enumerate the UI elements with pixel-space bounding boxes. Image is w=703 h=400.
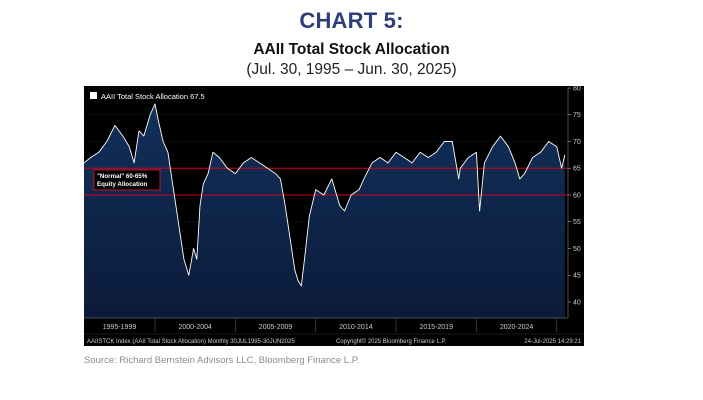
y-tick-label-40: 40 [573,299,581,306]
annotation-line-2: Equity Allocation [97,181,148,188]
x-period-label: 2005-2009 [259,324,293,331]
annotation-box [93,169,161,191]
x-period-label: 2015-2019 [419,324,453,331]
y-tick-label-65: 65 [573,166,581,173]
chart-title: CHART 5: [299,8,404,33]
y-tick-label-50: 50 [573,246,581,253]
series-area [84,104,565,318]
x-period-label: 2020-2024 [500,324,534,331]
chart-panel: 40 45 50 55 60 65 70 75 80 1995-1999 2000-2004 200… [84,86,584,346]
footer-center: Copyright© 2025 Bloomberg Finance L.P. [336,338,447,345]
y-tick-label-45: 45 [573,273,581,280]
footer-left: AAIISTCK Index (AAII Total Stock Allocat… [87,339,295,345]
chart-svg: 40 45 50 55 60 65 70 75 80 1995-1999 2000-2004 200… [84,86,584,346]
y-tick-label-80: 80 [573,86,581,93]
x-period-label: 1995-1999 [103,324,137,331]
source-note: Source: Richard Bernstein Advisors LLC, … [84,355,360,366]
x-period-label: 2010-2014 [339,324,373,331]
y-tick-label-70: 70 [573,139,581,146]
y-tick-label-75: 75 [573,112,581,119]
legend-swatch [90,92,97,99]
legend-label: AAII Total Stock Allocation 67.5 [101,92,205,101]
series-line [84,103,566,287]
y-tick-label-60: 60 [573,192,581,199]
footer-right: 24-Jul-2025 14:29:21 [524,339,581,345]
annotation-line-1: "Normal" 60-65% [97,173,148,180]
chart-date-range: (Jul. 30, 1995 – Jun. 30, 2025) [246,61,457,78]
x-period-label: 2000-2004 [178,324,212,331]
y-tick-label-55: 55 [573,219,581,226]
chart-subtitle: AAII Total Stock Allocation [253,41,450,58]
